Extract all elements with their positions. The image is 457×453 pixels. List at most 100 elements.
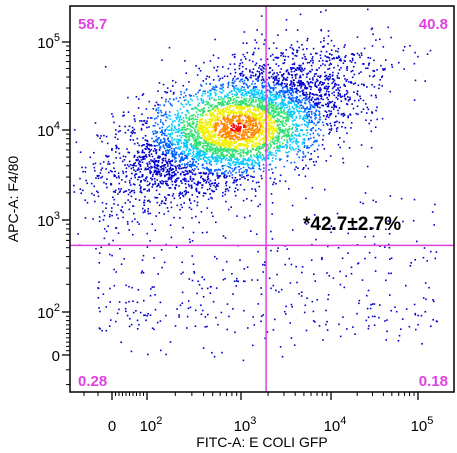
event-dot: [210, 90, 212, 92]
event-dot: [183, 202, 185, 204]
event-dot: [301, 70, 303, 73]
event-dot: [320, 94, 322, 97]
event-dot: [366, 106, 369, 109]
event-dot: [174, 156, 177, 159]
event-dot: [304, 115, 307, 118]
event-dot: [363, 47, 366, 50]
event-dot: [228, 100, 231, 103]
event-dot: [290, 82, 293, 84]
event-dot: [180, 146, 182, 148]
event-dot: [146, 142, 149, 145]
event-dot: [322, 121, 324, 124]
event-dot: [238, 117, 240, 119]
event-dot: [311, 93, 313, 95]
event-dot: [264, 91, 266, 94]
event-dot: [193, 158, 195, 161]
event-dot: [285, 120, 288, 122]
event-dot: [261, 72, 264, 75]
event-dot: [193, 143, 196, 145]
event-dot: [267, 157, 270, 159]
event-dot: [255, 145, 258, 147]
event-dot: [276, 145, 278, 147]
event-dot: [141, 156, 143, 158]
event-dot: [261, 104, 263, 107]
event-dot: [259, 116, 261, 119]
event-dot: [268, 77, 271, 80]
event-dot: [122, 111, 125, 113]
event-dot: [159, 104, 161, 106]
event-dot: [342, 121, 344, 124]
event-dot: [259, 118, 261, 120]
event-dot: [224, 159, 227, 161]
event-dot: [243, 86, 245, 89]
event-dot: [268, 119, 270, 122]
event-dot: [228, 118, 230, 120]
event-dot: [304, 156, 306, 158]
event-dot: [156, 173, 158, 176]
event-dot: [286, 139, 289, 141]
event-dot: [260, 107, 262, 110]
event-dot: [156, 164, 159, 166]
event-dot: [226, 142, 229, 144]
event-dot: [363, 84, 365, 87]
event-dot: [281, 102, 283, 105]
event-dot: [112, 239, 114, 242]
event-dot: [266, 129, 268, 131]
event-dot: [200, 176, 202, 179]
event-dot: [382, 68, 384, 70]
event-dot: [230, 206, 232, 208]
event-dot: [165, 152, 168, 154]
event-dot: [174, 160, 177, 163]
event-dot: [306, 87, 309, 89]
event-dot: [221, 135, 223, 138]
event-dot: [196, 136, 198, 138]
event-dot: [152, 150, 155, 152]
event-dot: [146, 162, 148, 165]
event-dot: [290, 110, 293, 113]
event-dot: [188, 206, 191, 209]
event-dot: [235, 96, 238, 99]
event-dot: [125, 190, 128, 192]
event-dot: [187, 122, 189, 125]
event-dot: [280, 110, 283, 113]
event-dot: [158, 173, 161, 175]
event-dot: [168, 125, 170, 127]
event-dot: [190, 163, 192, 166]
event-dot: [257, 181, 260, 184]
event-dot: [82, 170, 84, 173]
event-dot: [166, 149, 169, 151]
event-dot: [292, 91, 294, 93]
event-dot: [259, 100, 262, 102]
event-dot: [260, 129, 262, 131]
event-dot: [117, 217, 119, 220]
event-dot: [294, 130, 297, 132]
event-dot: [195, 65, 197, 67]
event-dot: [187, 183, 190, 186]
event-dot: [211, 149, 213, 152]
event-dot: [143, 119, 146, 122]
event-dot: [343, 75, 345, 77]
event-dot: [171, 124, 174, 127]
event-dot: [159, 127, 161, 129]
event-dot: [213, 170, 216, 172]
event-dot: [282, 135, 285, 137]
event-dot: [337, 57, 339, 59]
event-dot: [240, 151, 243, 153]
event-dot: [310, 129, 313, 132]
event-dot: [342, 161, 345, 164]
event-dot: [213, 160, 216, 163]
event-dot: [174, 120, 176, 122]
event-dot: [160, 119, 162, 121]
event-dot: [194, 129, 196, 132]
event-dot: [269, 125, 272, 127]
event-dot: [295, 166, 297, 168]
event-dot: [275, 137, 278, 139]
event-dot: [216, 143, 219, 145]
event-dot: [248, 159, 251, 162]
event-dot: [267, 129, 269, 132]
event-dot: [178, 143, 180, 145]
event-dot: [148, 166, 150, 169]
event-dot: [190, 187, 193, 189]
event-dot: [154, 183, 156, 185]
event-dot: [196, 134, 199, 136]
